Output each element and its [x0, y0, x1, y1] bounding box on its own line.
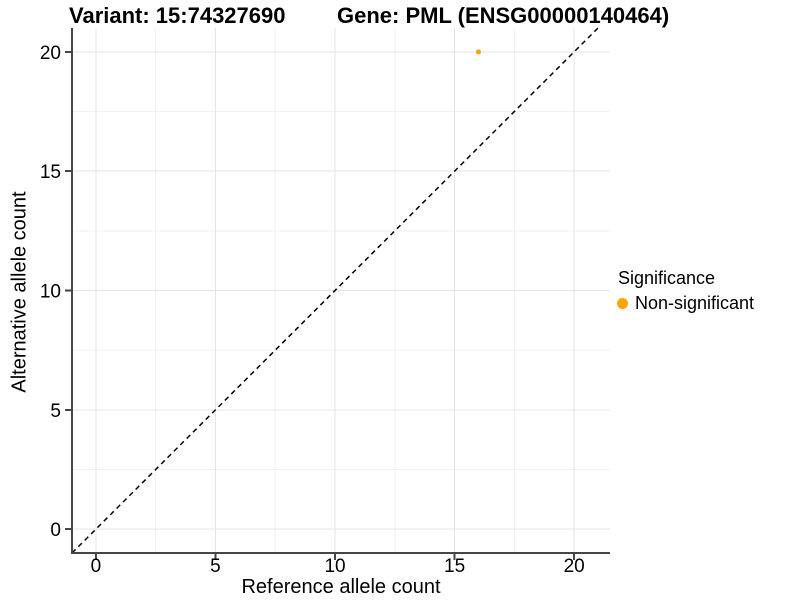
- x-tick-label: 20: [564, 556, 585, 577]
- y-tick-label: 20: [40, 43, 61, 64]
- y-tick-label: 0: [50, 520, 61, 541]
- identity-dashed-line: [71, 27, 599, 554]
- plot-title-gene: Gene: PML (ENSG00000140464): [337, 3, 670, 28]
- legend-item: Non-significant: [617, 293, 754, 314]
- y-tick-label: 10: [40, 282, 61, 303]
- x-axis-title: Reference allele count: [241, 576, 441, 598]
- legend-point-icon: [617, 298, 628, 309]
- legend-item-label: Non-significant: [635, 293, 755, 313]
- plot-title-variant: Variant: 15:74327690: [69, 3, 286, 28]
- x-tick-label: 0: [91, 556, 102, 577]
- legend: Significance Non-significant: [617, 268, 754, 314]
- y-tick-label: 5: [50, 401, 61, 422]
- x-tick-label: 10: [324, 556, 345, 577]
- legend-title: Significance: [618, 268, 716, 288]
- x-tick-label: 5: [210, 556, 221, 577]
- y-axis-title: Alternative allele count: [8, 191, 31, 393]
- x-tick-label: 15: [444, 556, 465, 577]
- y-tick-label: 15: [40, 162, 61, 183]
- data-point: [475, 49, 481, 55]
